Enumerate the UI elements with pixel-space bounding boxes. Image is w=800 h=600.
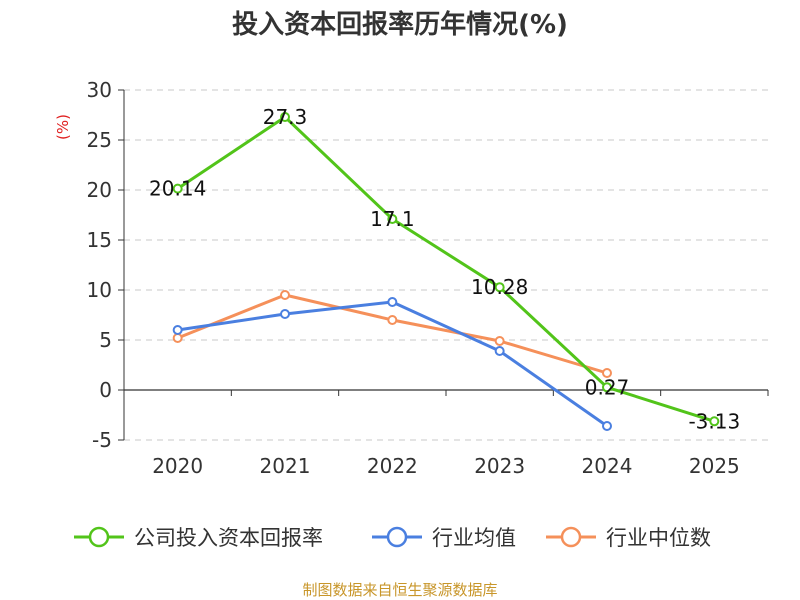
x-tick-label: 2022 bbox=[367, 454, 418, 478]
data-point bbox=[172, 183, 183, 194]
data-point bbox=[172, 333, 183, 343]
data-point bbox=[494, 336, 505, 346]
data-point bbox=[602, 421, 612, 431]
data-point bbox=[709, 416, 720, 427]
y-tick-label: -5 bbox=[92, 428, 112, 452]
legend-label[interactable]: 行业中位数 bbox=[606, 526, 711, 550]
axes: 30 25 20 15 10 5 0 -5 2020 2021 2022 2023 2024 2025 bbox=[87, 78, 769, 478]
legend: 公司投入资本回报率 行业均值 行业中位数 bbox=[74, 526, 711, 550]
series-line bbox=[176, 115, 715, 423]
data-point bbox=[387, 297, 398, 307]
data-point bbox=[494, 346, 505, 356]
y-tick-label: 30 bbox=[87, 78, 112, 102]
y-tick-label: 20 bbox=[87, 178, 112, 202]
x-tick-label: 2025 bbox=[689, 454, 740, 478]
x-tick-label: 2024 bbox=[582, 454, 633, 478]
chart-title: 投入资本回报率历年情况(%) bbox=[232, 9, 568, 40]
data-label: 27.3 bbox=[263, 105, 308, 129]
data-point bbox=[494, 282, 505, 293]
data-labels: 20.14 27.3 17.1 10.28 0.27 -3.13 bbox=[149, 105, 740, 433]
data-label: 17.1 bbox=[370, 207, 415, 231]
x-tick-label: 2023 bbox=[474, 454, 525, 478]
data-point bbox=[602, 382, 612, 393]
grid-lines bbox=[124, 89, 768, 441]
data-label: 0.27 bbox=[585, 375, 630, 399]
legend-swatch-marker bbox=[560, 526, 582, 548]
legend-swatch-marker bbox=[88, 526, 110, 548]
data-point bbox=[602, 368, 612, 378]
source-note: 制图数据来自恒生聚源数据库 bbox=[302, 581, 497, 599]
data-label: 20.14 bbox=[149, 177, 206, 201]
data-point bbox=[280, 290, 290, 300]
data-label: 10.28 bbox=[471, 275, 528, 299]
data-point bbox=[172, 325, 183, 335]
data-point bbox=[387, 315, 398, 325]
data-point bbox=[280, 309, 290, 319]
y-axis-label: (%) bbox=[54, 114, 72, 140]
x-tick-label: 2020 bbox=[152, 454, 203, 478]
data-point bbox=[387, 214, 398, 224]
legend-label[interactable]: 行业均值 bbox=[432, 526, 516, 550]
y-tick-label: 15 bbox=[87, 228, 112, 252]
legend-label[interactable]: 公司投入资本回报率 bbox=[134, 526, 323, 550]
data-point bbox=[280, 112, 290, 122]
x-tick-label: 2021 bbox=[260, 454, 311, 478]
y-tick-label: 5 bbox=[99, 328, 112, 352]
legend-swatch-marker bbox=[386, 526, 408, 548]
y-tick-label: 0 bbox=[99, 378, 112, 402]
data-label: -3.13 bbox=[688, 409, 740, 433]
y-tick-label: 25 bbox=[87, 128, 112, 152]
series-lines bbox=[172, 112, 720, 431]
y-tick-label: 10 bbox=[87, 278, 112, 302]
